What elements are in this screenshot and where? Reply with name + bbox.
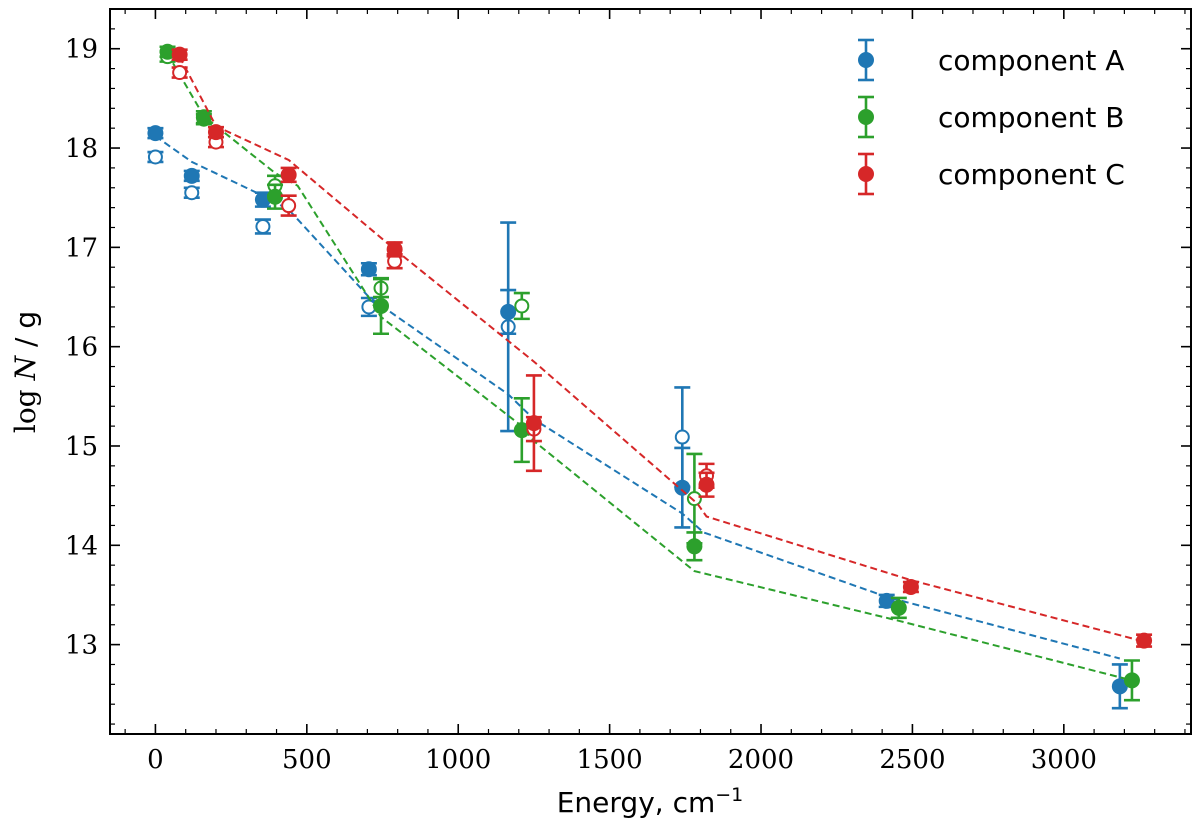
x-tick-label: 3000 [1031, 745, 1097, 775]
series-3 [171, 46, 1153, 649]
axis-ticks: 0 500 1000 1500 2000 2500 3000 13 14 15 16 17 18 19 [65, 8, 1191, 775]
filled-point [686, 538, 703, 555]
legend-marker [858, 52, 874, 68]
y-tick-label: 18 [65, 134, 98, 164]
x-axis-label-text: Energy, cm [557, 786, 716, 819]
filled-point [890, 599, 907, 616]
series-1 [147, 125, 1128, 710]
y-tick-label: 13 [65, 631, 98, 661]
filled-point [525, 415, 542, 432]
filled-point [513, 422, 530, 439]
filled-point [254, 191, 271, 208]
filled-point [207, 124, 224, 141]
filled-point [159, 43, 176, 60]
x-tick-label: 0 [147, 745, 164, 775]
x-axis-label-superscript: −1 [715, 784, 743, 806]
filled-point [373, 297, 390, 314]
y-tick-label: 15 [65, 432, 98, 462]
filled-point [267, 188, 284, 205]
x-tick-label: 2000 [728, 745, 794, 775]
legend-label: component C [938, 158, 1125, 191]
filled-point [1123, 672, 1140, 689]
x-axis-title: Energy, cm−1 [557, 784, 744, 819]
plot-frame [109, 8, 1192, 735]
filled-point [1111, 678, 1128, 695]
model-line [166, 53, 1133, 682]
legend-label: component A [938, 44, 1124, 77]
filled-point [360, 261, 377, 278]
filled-point [1136, 632, 1153, 649]
y-tick-label: 14 [65, 531, 98, 561]
model-line [178, 56, 1145, 643]
model-line [154, 135, 1121, 660]
filled-point [183, 167, 200, 184]
filled-point [386, 241, 403, 258]
open-point [514, 298, 530, 314]
legend-item: component C [858, 152, 1125, 196]
legend-item: component A [858, 38, 1124, 82]
open-point [184, 185, 200, 201]
open-point [172, 65, 188, 81]
legend-label: component B [938, 101, 1125, 134]
x-tick-label: 1000 [425, 745, 491, 775]
open-point [674, 429, 690, 445]
y-axis-title: log N / g [9, 311, 42, 433]
x-tick-label: 1500 [577, 745, 643, 775]
y-tick-label: 17 [65, 233, 98, 263]
filled-point [171, 46, 188, 63]
y-axis-label-suffix: / g [9, 311, 42, 356]
open-point [686, 491, 702, 507]
open-point [281, 198, 297, 214]
filled-point [280, 166, 297, 183]
filled-point [878, 592, 895, 609]
filled-point [195, 109, 212, 126]
y-tick-label: 19 [65, 35, 98, 65]
y-axis-label-prefix: log [9, 389, 42, 433]
filled-point [147, 125, 164, 142]
filled-point [698, 476, 715, 493]
filled-point [902, 579, 919, 596]
y-axis-label-variable: N [9, 354, 42, 381]
legend-marker [858, 166, 874, 182]
x-tick-label: 500 [282, 745, 332, 775]
filled-point [674, 479, 691, 496]
x-tick-label: 2500 [879, 745, 945, 775]
series-2 [159, 43, 1140, 702]
filled-point [500, 303, 517, 320]
open-point [147, 149, 163, 165]
plot-layer [147, 43, 1153, 710]
open-point [255, 219, 271, 234]
legend: component A component B component C [858, 38, 1125, 196]
y-tick-label: 16 [65, 333, 98, 363]
legend-item: component B [858, 95, 1125, 139]
legend-marker [858, 109, 874, 125]
